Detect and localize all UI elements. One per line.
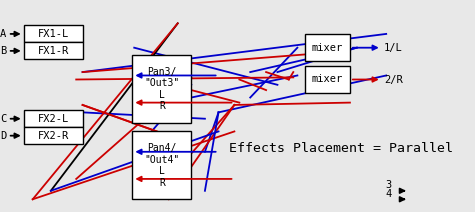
Text: mixer: mixer bbox=[312, 74, 343, 85]
Text: C: C bbox=[0, 114, 7, 124]
Text: B: B bbox=[0, 46, 7, 56]
FancyBboxPatch shape bbox=[24, 110, 83, 127]
Text: A: A bbox=[0, 29, 7, 39]
FancyBboxPatch shape bbox=[24, 127, 83, 144]
FancyBboxPatch shape bbox=[304, 66, 350, 93]
FancyBboxPatch shape bbox=[24, 25, 83, 42]
Text: 2/R: 2/R bbox=[384, 74, 403, 85]
FancyBboxPatch shape bbox=[24, 42, 83, 59]
Text: Effects Placement = Parallel: Effects Placement = Parallel bbox=[229, 142, 453, 155]
Text: FX2-R: FX2-R bbox=[38, 131, 69, 141]
Text: Pan4/
"Out4"
L
R: Pan4/ "Out4" L R bbox=[144, 143, 180, 188]
Text: FX1-R: FX1-R bbox=[38, 46, 69, 56]
Text: FX1-L: FX1-L bbox=[38, 29, 69, 39]
Text: 3: 3 bbox=[385, 180, 391, 191]
Text: 1/L: 1/L bbox=[384, 43, 403, 53]
Text: FX2-L: FX2-L bbox=[38, 114, 69, 124]
FancyBboxPatch shape bbox=[133, 131, 191, 199]
Text: 4: 4 bbox=[385, 189, 391, 199]
Text: Pan3/
"Out3"
L
R: Pan3/ "Out3" L R bbox=[144, 67, 180, 112]
FancyBboxPatch shape bbox=[133, 55, 191, 123]
Text: mixer: mixer bbox=[312, 43, 343, 53]
Text: D: D bbox=[0, 131, 7, 141]
FancyBboxPatch shape bbox=[304, 34, 350, 61]
